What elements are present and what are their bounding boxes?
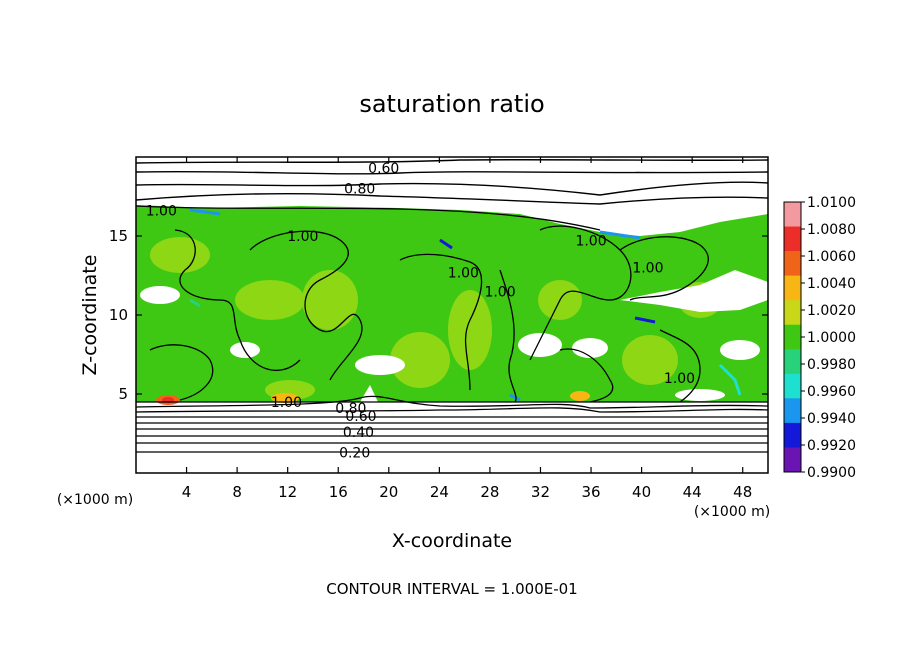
x-tick-label: 20 [379,483,398,501]
contour-label: 0.60 [368,161,399,177]
colorbar-label: 1.0080 [807,222,856,238]
x-tick-label: 12 [278,483,297,501]
x-tick-label: 48 [733,483,752,501]
colorbar-swatch [784,324,801,350]
contour-interval-footer: CONTOUR INTERVAL = 1.000E-01 [326,580,577,598]
chart-title: saturation ratio [359,90,544,118]
x-tick-label: 8 [232,483,242,501]
contour-label: 1.00 [146,204,177,220]
contour-label-layer: 0.600.801.001.001.001.001.001.001.001.00… [146,161,695,461]
contour-label: 0.40 [343,425,374,441]
contour-label: 1.00 [287,229,318,245]
colorbar-label: 1.0100 [807,195,856,211]
colorbar-swatch [784,447,801,473]
x-tick-label: 4 [182,483,192,501]
x-tick-label: 24 [430,483,449,501]
colorbar-swatch [784,398,801,424]
colorbar-label: 0.9900 [807,465,856,481]
x-tick-label: 32 [531,483,550,501]
colorbar-swatch [784,251,801,277]
colorbar-swatch [784,422,801,448]
x-tick-label: 36 [581,483,600,501]
x-tick-label: 16 [329,483,348,501]
y-unit-label: (×1000 m) [57,492,133,508]
colorbar-label: 1.0000 [807,330,856,346]
contour-label: 1.00 [448,265,479,281]
colorbar: 1.0100 1.0080 1.0060 1.0040 1.0020 1.0000 0.99… [783,195,856,481]
colorbar-swatch [784,275,801,301]
y-axis-label: Z-coordinate [79,255,101,376]
undersaturated-fringes [189,208,742,402]
x-tick-label: 28 [480,483,499,501]
colorbar-swatch [784,226,801,252]
x-axis-label: X-coordinate [392,530,512,552]
contour-label: 0.80 [344,182,375,198]
contour-label: 0.60 [345,409,376,425]
colorbar-swatch [784,349,801,375]
y-tick-label: 5 [118,385,128,403]
y-tick-label: 15 [109,227,128,245]
plot-area: 0.600.801.001.001.001.001.001.001.001.00… [136,157,768,473]
upper-contours [136,159,768,205]
colorbar-label: 1.0040 [807,276,856,292]
x-unit-label: (×1000 m) [694,504,770,520]
y-axis: 5 10 15 [109,227,768,403]
x-tick-label: 40 [632,483,651,501]
contour-label: 0.80 [335,401,366,417]
colorbar-swatch [784,300,801,326]
contour-label: 1.00 [271,395,302,411]
y-tick-label: 10 [109,306,128,324]
colorbar-swatch [784,202,801,228]
colorbar-swatch [784,373,801,399]
saturation-contours [136,205,709,403]
colorbar-label: 0.9940 [807,411,856,427]
x-tick-label: 44 [683,483,702,501]
contour-label: 1.00 [632,261,663,277]
colorbar-label: 0.9960 [807,384,856,400]
subsaturated-holes [140,270,768,402]
colorbar-label: 1.0060 [807,249,856,265]
saturated-region [136,205,768,402]
colorbar-label: 0.9980 [807,357,856,373]
colorbar-label: 1.0020 [807,303,856,319]
contour-label: 0.20 [339,445,370,461]
colorbar-label: 0.9920 [807,438,856,454]
x-axis: 4 8 12 16 20 24 28 32 36 40 44 48 [182,157,752,501]
contour-label: 1.00 [575,234,606,250]
lower-contours [136,395,768,453]
contour-label: 1.00 [484,284,515,300]
contour-label: 1.00 [664,371,695,387]
